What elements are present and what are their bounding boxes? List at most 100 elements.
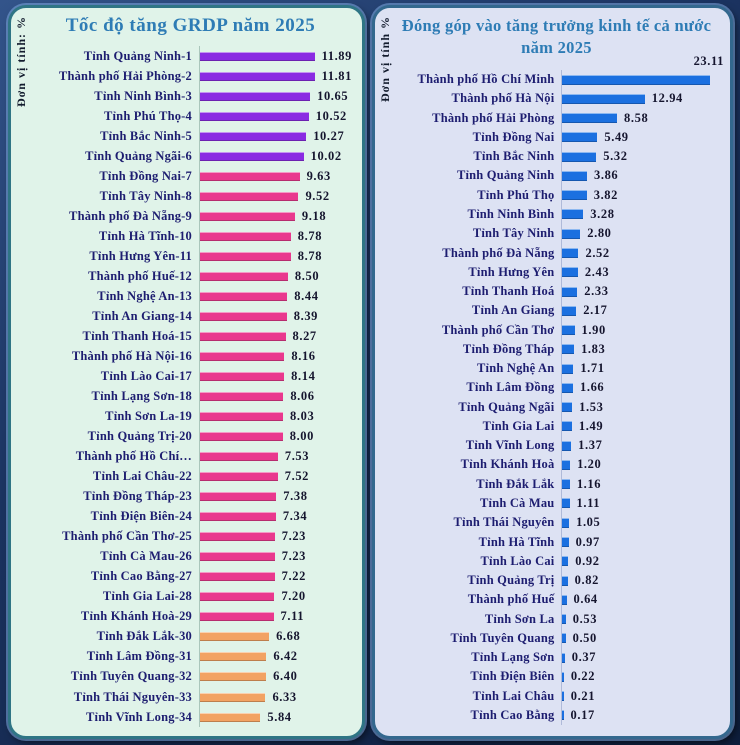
category-label: Tỉnh Hà Tĩnh-10 bbox=[98, 228, 192, 243]
bar bbox=[200, 351, 285, 361]
chart-row: Tỉnh Sơn La 0.53 bbox=[375, 609, 726, 629]
category-label: Tỉnh Đắk Lắk-30 bbox=[96, 629, 192, 644]
category-label: Tỉnh Tây Ninh-8 bbox=[99, 188, 192, 203]
value-label: 2.33 bbox=[584, 284, 609, 299]
category-label: Tỉnh Quảng Trị bbox=[467, 573, 555, 588]
category-label: Tỉnh Tuyên Quang bbox=[450, 630, 555, 645]
chart-row: Tỉnh Khánh Hoà 1.20 bbox=[375, 455, 726, 475]
chart-row: Tỉnh Đắk Lắk 1.16 bbox=[375, 474, 726, 494]
bar bbox=[562, 402, 573, 413]
value-label: 7.53 bbox=[284, 449, 310, 464]
chart-row: Tỉnh Vĩnh Long-34 5.84 bbox=[11, 707, 358, 728]
category-label: Tỉnh Lạng Sơn-18 bbox=[91, 389, 192, 404]
bar bbox=[200, 612, 274, 622]
chart-row: Tỉnh Thái Nguyên-33 6.33 bbox=[11, 687, 358, 708]
value-label: 1.05 bbox=[576, 515, 601, 530]
category-label: Tỉnh Hà Tĩnh bbox=[478, 534, 555, 549]
chart-row: Tỉnh Cà Mau-26 7.23 bbox=[11, 546, 358, 567]
value-label: 8.44 bbox=[294, 288, 319, 303]
bar-track: 8.03 bbox=[199, 406, 352, 427]
bar-track: 10.27 bbox=[199, 126, 352, 147]
bar bbox=[562, 209, 584, 220]
value-label: 10.52 bbox=[315, 108, 347, 123]
chart-row: Thành phố Hồ Chí… 7.53 bbox=[11, 446, 358, 467]
value-label: 1.20 bbox=[577, 457, 602, 472]
value-label: 8.14 bbox=[291, 369, 316, 384]
category-label: Tỉnh Nghệ An bbox=[477, 361, 555, 376]
chart-row: Tỉnh Hưng Yên 2.43 bbox=[375, 262, 726, 282]
bar-track: 0.64 bbox=[561, 590, 726, 610]
bar-track: 8.39 bbox=[199, 306, 352, 327]
value-label: 6.33 bbox=[272, 689, 297, 704]
value-label: 2.17 bbox=[583, 303, 608, 318]
chart-row: Tỉnh An Giang 2.17 bbox=[375, 301, 726, 321]
bar-track: 1.71 bbox=[561, 358, 726, 379]
value-label: 0.50 bbox=[572, 630, 597, 645]
bar-track: 5.32 bbox=[561, 147, 726, 167]
bar bbox=[562, 652, 565, 663]
bar-track: 1.83 bbox=[561, 339, 726, 359]
chart-row: Thành phố Hà Nội-16 8.16 bbox=[11, 346, 358, 367]
value-label: 0.92 bbox=[575, 553, 600, 568]
bar-track: 1.90 bbox=[561, 320, 726, 340]
bar-track: 3.82 bbox=[561, 185, 726, 205]
category-label: Tỉnh Đồng Nai-7 bbox=[99, 168, 192, 183]
category-label: Tỉnh Hưng Yên-11 bbox=[89, 248, 192, 263]
category-label: Tỉnh Lai Châu-22 bbox=[92, 469, 192, 484]
bar-track: 12.94 bbox=[561, 89, 726, 109]
bar-track: 7.22 bbox=[199, 566, 352, 587]
chart-row: Tỉnh Tây Ninh 2.80 bbox=[375, 224, 726, 244]
category-label: Tỉnh Thái Nguyên bbox=[453, 515, 555, 530]
chart-row: Tỉnh Quảng Ninh-1 11.89 bbox=[11, 46, 358, 67]
bar-track: 2.43 bbox=[561, 262, 726, 282]
category-label: Tỉnh Lâm Đồng bbox=[466, 380, 555, 395]
bar-track: 8.16 bbox=[199, 346, 352, 367]
bar bbox=[200, 392, 284, 402]
value-label: 5.84 bbox=[267, 709, 292, 724]
chart-row: Thành phố Đà Nẵng-9 9.18 bbox=[11, 206, 358, 227]
value-label: 5.49 bbox=[604, 129, 629, 144]
bar bbox=[200, 632, 270, 642]
category-label: Thành phố Hải Phòng bbox=[432, 110, 555, 125]
category-label: Thành phố Hồ Chí… bbox=[75, 449, 192, 464]
value-label: 11.89 bbox=[321, 48, 352, 63]
category-label: Thành phố Cần Thơ bbox=[441, 322, 555, 337]
bar-track: 9.63 bbox=[199, 166, 352, 187]
chart-row: Tỉnh Lâm Đồng 1.66 bbox=[375, 378, 726, 398]
chart-row: Tỉnh Quảng Ninh 3.86 bbox=[375, 166, 726, 186]
chart-row: Tỉnh Gia Lai-28 7.20 bbox=[11, 586, 358, 607]
bar-track: 8.50 bbox=[199, 266, 352, 287]
chart-row: Tỉnh Thái Nguyên 1.05 bbox=[375, 513, 726, 533]
category-label: Thành phố Huế-12 bbox=[88, 268, 192, 283]
value-label: 8.00 bbox=[289, 429, 314, 444]
chart-row: Tỉnh Gia Lai 1.49 bbox=[375, 416, 726, 437]
bar-track: 3.28 bbox=[561, 204, 726, 225]
value-label: 7.52 bbox=[284, 469, 310, 484]
bar-track: 6.40 bbox=[199, 666, 352, 687]
category-label: Tỉnh Cao Bằng-27 bbox=[90, 569, 192, 584]
bar-track: 1.49 bbox=[561, 416, 726, 437]
category-label: Thành phố Đà Nẵng bbox=[442, 245, 555, 260]
chart-row: Thành phố Đà Nẵng 2.52 bbox=[375, 243, 726, 263]
bar-track: 1.37 bbox=[561, 436, 726, 456]
bar bbox=[562, 363, 574, 374]
chart-row: Tỉnh Tuyên Quang-32 6.40 bbox=[11, 666, 358, 687]
bar-track: 7.38 bbox=[199, 486, 352, 507]
chart-row: Tỉnh Đồng Nai 5.49 bbox=[375, 127, 726, 148]
bar-track: 0.21 bbox=[561, 686, 726, 706]
bar bbox=[562, 710, 564, 721]
value-label: 1.11 bbox=[576, 495, 601, 510]
category-label: Tỉnh Cà Mau bbox=[479, 495, 555, 510]
bar bbox=[200, 291, 288, 301]
category-label: Tỉnh Lào Cai-17 bbox=[100, 369, 192, 384]
bar-track: 3.86 bbox=[561, 166, 726, 186]
bar-track: 0.50 bbox=[561, 628, 726, 648]
value-label: 0.37 bbox=[571, 650, 597, 665]
bar bbox=[200, 452, 278, 462]
bar bbox=[562, 459, 571, 470]
category-label: Tỉnh Gia Lai bbox=[482, 418, 555, 433]
bar bbox=[200, 432, 283, 442]
chart-row: Thành phố Huế 0.64 bbox=[375, 590, 726, 610]
bar bbox=[562, 421, 572, 432]
bar-track: 1.11 bbox=[561, 493, 726, 514]
